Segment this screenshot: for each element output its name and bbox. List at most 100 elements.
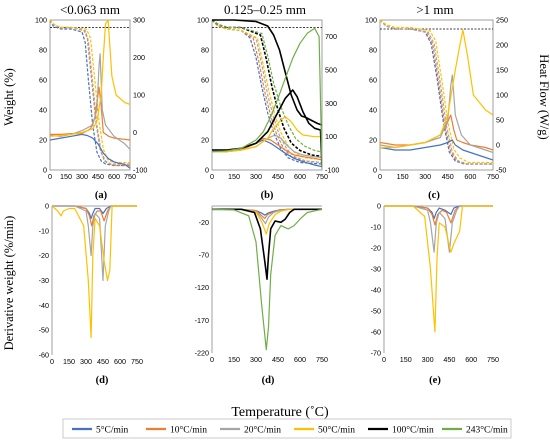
y2-tick-label: 300 bbox=[133, 16, 145, 25]
y2-tick-label: 100 bbox=[325, 132, 337, 141]
panel-label-e: (e) bbox=[429, 375, 441, 386]
panel-b-title: 0.125–0.25 mm bbox=[224, 2, 306, 17]
y-tick-label: -30 bbox=[39, 276, 49, 285]
x-tick-label: 150 bbox=[60, 172, 72, 181]
series-line bbox=[384, 205, 493, 333]
y-tick-label: -50 bbox=[39, 326, 49, 335]
panel-c-title: >1 mm bbox=[416, 2, 453, 17]
x-tick-label: 0 bbox=[50, 357, 54, 366]
y-tick-label: 100 bbox=[35, 16, 47, 25]
chart-panel-b: 0 150 300 450 600 750 0 20 40 60 80 100 -100 100 300 50… bbox=[197, 16, 339, 182]
series-line bbox=[52, 205, 137, 339]
x-tick-label: 450 bbox=[442, 172, 454, 181]
chart-panel-a: 0 150 300 450 600 750 0 20 40 60 80 100 -100 0 100 200 3… bbox=[35, 16, 147, 182]
y-tick-label: 60 bbox=[39, 76, 47, 85]
series-line bbox=[212, 116, 322, 153]
panel-label-b: (b) bbox=[261, 190, 274, 201]
x-tick-label: 750 bbox=[316, 355, 328, 364]
x-tick-label: 750 bbox=[487, 172, 499, 181]
x-tick-label: 0 bbox=[382, 355, 386, 364]
series-line bbox=[50, 19, 130, 165]
x-tick-label: 0 bbox=[210, 355, 214, 364]
x-tick-label: 300 bbox=[80, 357, 92, 366]
y-tick-label: -20 bbox=[199, 218, 209, 227]
y-tick-label: 0 bbox=[377, 202, 381, 211]
y-tick-label: -10 bbox=[39, 226, 49, 235]
series-group bbox=[50, 19, 130, 169]
y-tick-label: 100 bbox=[197, 16, 209, 25]
series-line bbox=[380, 19, 493, 165]
chart-panel-e: 0 150 300 450 600 750 -70 -60 -50 -40 -30 -20 -10 0 bbox=[371, 202, 499, 365]
series-line bbox=[212, 27, 322, 169]
y-tick-label: -20 bbox=[371, 244, 381, 253]
series-line bbox=[212, 19, 322, 153]
y-tick-label: 20 bbox=[39, 136, 47, 145]
series-line bbox=[50, 19, 130, 164]
y2-tick-label: -100 bbox=[325, 166, 339, 175]
x-tick-label: 300 bbox=[422, 355, 434, 364]
y2-tick-label: 100 bbox=[496, 91, 508, 100]
chart-panel-d1: 0 150 300 450 600 750 -60 -50 -40 -30 -20 -10 0 bbox=[39, 202, 143, 367]
chart-panel-d2: 0 150 300 450 600 750 -220 -170 -120 -70 -20 bbox=[195, 205, 328, 364]
y2-tick-label: 50 bbox=[496, 116, 504, 125]
y-tick-label: 100 bbox=[365, 16, 377, 25]
weight-axis-label: Weight (%) bbox=[2, 68, 16, 126]
x-tick-label: 450 bbox=[272, 355, 284, 364]
x-tick-label: 450 bbox=[92, 172, 104, 181]
panel-label-c: (c) bbox=[428, 190, 440, 201]
legend-label: 20°C/min bbox=[244, 425, 281, 436]
series-line bbox=[212, 208, 322, 281]
legend-box bbox=[62, 418, 512, 439]
x-tick-label: 150 bbox=[400, 355, 412, 364]
x-tick-label: 150 bbox=[397, 172, 409, 181]
series-group bbox=[212, 19, 322, 169]
series-group bbox=[384, 205, 493, 333]
y2-tick-label: 150 bbox=[496, 66, 508, 75]
y-tick-label: -40 bbox=[39, 301, 49, 310]
y-tick-label: -60 bbox=[371, 328, 381, 337]
x-tick-label: 150 bbox=[228, 172, 240, 181]
y-tick-label: 40 bbox=[201, 106, 209, 115]
y-tick-label: -50 bbox=[371, 307, 381, 316]
series-line bbox=[384, 205, 493, 253]
x-tick-label: 750 bbox=[131, 357, 143, 366]
x-tick-label: 300 bbox=[250, 172, 262, 181]
series-line bbox=[380, 139, 493, 161]
plot-frame bbox=[211, 19, 323, 171]
y2-tick-label: -100 bbox=[133, 166, 147, 175]
y2-tick-label: 200 bbox=[496, 41, 508, 50]
series-group bbox=[52, 205, 137, 339]
x-tick-label: 0 bbox=[48, 172, 52, 181]
y2-tick-label: 700 bbox=[325, 32, 337, 41]
series-line bbox=[380, 19, 493, 165]
y2-tick-label: 500 bbox=[325, 66, 337, 75]
y2-tick-label: 0 bbox=[496, 141, 500, 150]
legend-label: 50°C/min bbox=[318, 425, 355, 436]
y-tick-label: 40 bbox=[39, 106, 47, 115]
y-tick-label: 80 bbox=[369, 46, 377, 55]
x-tick-label: 600 bbox=[114, 357, 126, 366]
legend: 5°C/min 10°C/min 20°C/min 50°C/min 100°C/min… bbox=[62, 418, 512, 439]
x-tick-label: 750 bbox=[124, 172, 136, 181]
y-tick-label: -60 bbox=[39, 351, 49, 360]
y2-tick-label: 250 bbox=[496, 16, 508, 25]
series-line bbox=[212, 208, 322, 351]
x-tick-label: 600 bbox=[464, 172, 476, 181]
y-tick-label: 0 bbox=[373, 166, 377, 175]
y-tick-label: 60 bbox=[201, 76, 209, 85]
y-tick-label: -30 bbox=[371, 265, 381, 274]
x-tick-label: 450 bbox=[97, 357, 109, 366]
series-line bbox=[50, 19, 130, 137]
y-tick-label: -70 bbox=[371, 349, 381, 358]
x-tick-label: 150 bbox=[63, 357, 75, 366]
legend-label: 100°C/min bbox=[392, 425, 434, 436]
plot-frame bbox=[49, 19, 131, 171]
x-tick-label: 300 bbox=[419, 172, 431, 181]
y-tick-label: 20 bbox=[369, 136, 377, 145]
y2-tick-label: -50 bbox=[496, 166, 506, 175]
y2-tick-label: 100 bbox=[133, 91, 145, 100]
x-tick-label: 600 bbox=[108, 172, 120, 181]
y-tick-label: -20 bbox=[39, 251, 49, 260]
y2-tick-label: 200 bbox=[133, 53, 145, 62]
series-line bbox=[212, 19, 322, 126]
